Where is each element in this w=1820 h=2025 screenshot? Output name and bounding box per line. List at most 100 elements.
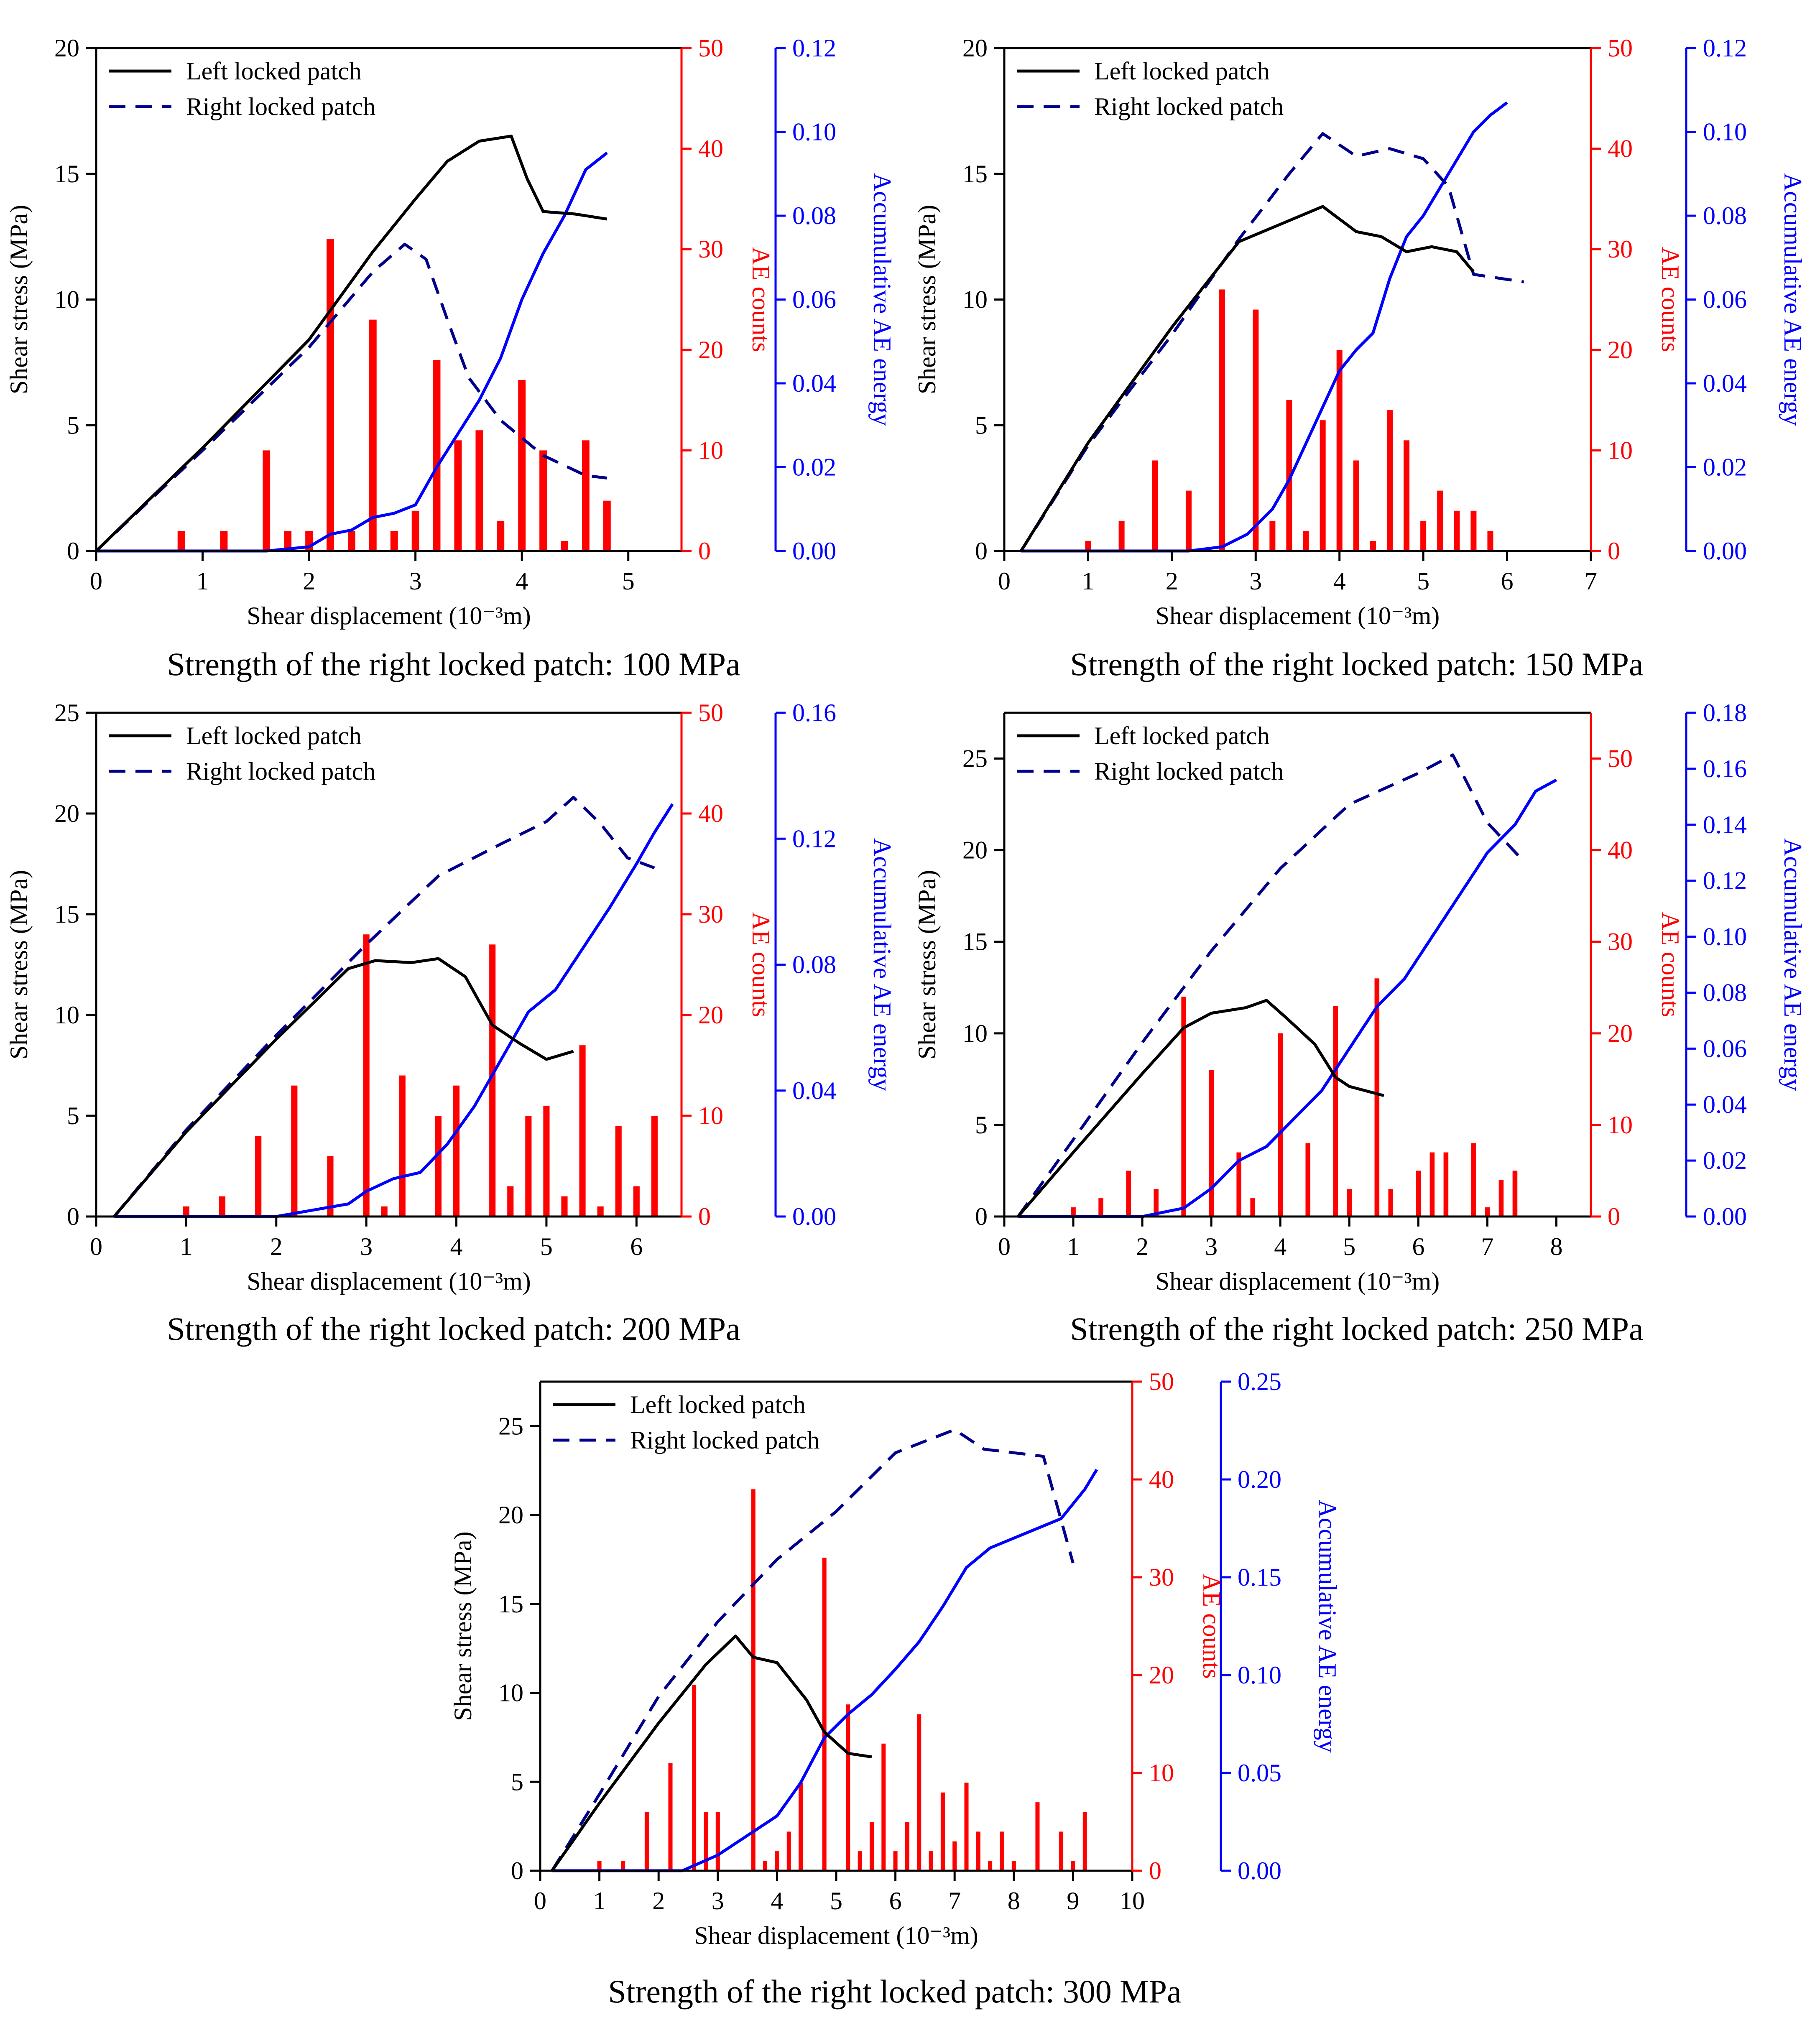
ae-count-bar: [183, 1206, 189, 1217]
right-locked-patch-line: [95, 242, 608, 552]
ae-count-bar: [1437, 490, 1443, 551]
energy-tick-label: 0.10: [1703, 923, 1747, 951]
ae-count-bar: [917, 1714, 921, 1871]
ae-energy-axis-label: Accumulative AE energy: [1779, 173, 1807, 426]
energy-tick-label: 0.10: [1238, 1661, 1281, 1689]
x-tick-label: 0: [534, 1887, 546, 1915]
x-tick-label: 5: [830, 1887, 842, 1915]
ae-count-bar: [435, 1116, 442, 1217]
ae-count-bar: [1286, 400, 1292, 551]
ae-count-bar: [952, 1841, 957, 1871]
ae-count-bar: [1388, 1189, 1394, 1217]
ae-count-bar: [454, 440, 462, 551]
ae-energy-axis-label: Accumulative AE energy: [1779, 838, 1807, 1091]
ae-count-bar: [1118, 520, 1125, 551]
ae-count-bar: [775, 1851, 779, 1871]
ae-count-bar: [893, 1851, 898, 1871]
ae-count-bar: [1512, 1171, 1518, 1217]
ae-count-bar: [1347, 1189, 1352, 1217]
ae-count-bar: [1181, 997, 1186, 1217]
ae-count-bar: [433, 360, 441, 551]
stress-axis-label: Shear stress (MPa): [913, 205, 941, 394]
ae-count-bar: [177, 530, 185, 551]
panel-caption: Strength of the right locked patch: 250 …: [1070, 1311, 1643, 1347]
energy-tick-label: 0.08: [792, 202, 836, 230]
stress-tick-label: 20: [54, 800, 79, 827]
ae-count-bar: [582, 440, 590, 551]
ae-count-bar: [988, 1861, 993, 1871]
ae-count-bar: [399, 1075, 406, 1217]
x-tick-label: 1: [180, 1233, 192, 1260]
ae-counts-axis-label: AE counts: [747, 912, 775, 1018]
energy-tick-label: 0.15: [1238, 1563, 1281, 1591]
stress-axis-label: Shear stress (MPa): [913, 870, 941, 1059]
ae-count-bar: [603, 500, 611, 551]
ae-count-bar: [1250, 1198, 1255, 1217]
stress-tick-label: 15: [962, 928, 988, 956]
ae-count-bar: [579, 1045, 586, 1217]
ae-count-bar: [940, 1792, 945, 1871]
counts-tick-label: 40: [1608, 837, 1633, 864]
energy-tick-label: 0.04: [792, 370, 836, 397]
x-tick-label: 2: [1136, 1233, 1149, 1260]
x-tick-label: 4: [516, 567, 528, 595]
ae-count-bar: [1485, 1207, 1490, 1217]
ae-count-bar: [1035, 1802, 1040, 1871]
ae-count-bar: [1498, 1180, 1504, 1217]
x-tick-label: 2: [1166, 567, 1178, 595]
x-tick-label: 7: [1585, 567, 1597, 595]
ae-count-bar: [489, 944, 496, 1217]
ae-count-bar: [507, 1186, 514, 1217]
ae-count-bar: [411, 510, 419, 551]
ae-count-bar: [1269, 520, 1276, 551]
ae-count-bar: [1470, 510, 1477, 551]
ae-count-bar: [1098, 1198, 1103, 1217]
ae-count-bar: [369, 319, 377, 551]
stress-tick-label: 20: [962, 34, 988, 62]
stress-tick-label: 0: [67, 1203, 79, 1230]
energy-tick-label: 0.06: [1703, 286, 1747, 314]
counts-tick-label: 20: [1608, 336, 1633, 364]
ae-count-bar: [1333, 1006, 1338, 1217]
x-tick-label: 1: [1082, 567, 1094, 595]
accumulative-ae-energy-line: [114, 803, 674, 1218]
left-locked-patch-line: [1017, 999, 1384, 1218]
ae-energy-axis-label: Accumulative AE energy: [868, 173, 896, 426]
legend-right-label: Right locked patch: [186, 93, 375, 120]
ae-count-bar: [1487, 530, 1493, 551]
ae-count-bar: [291, 1085, 298, 1217]
x-tick-label: 2: [652, 1887, 665, 1915]
ae-count-bar: [905, 1822, 909, 1871]
ae-counts-axis-label: AE counts: [1657, 247, 1684, 352]
energy-tick-label: 0.10: [792, 118, 836, 146]
accumulative-ae-energy-line: [552, 1469, 1098, 1872]
energy-tick-label: 0.00: [1238, 1857, 1281, 1885]
ae-count-bar: [1219, 289, 1225, 551]
ae-count-bar: [1420, 520, 1427, 551]
x-tick-label: 8: [1550, 1233, 1562, 1260]
energy-tick-label: 0.05: [1238, 1759, 1281, 1787]
ae-count-bar: [255, 1136, 262, 1217]
counts-tick-label: 10: [698, 1102, 723, 1130]
ae-count-bar: [518, 380, 526, 551]
stress-tick-label: 0: [511, 1857, 523, 1885]
chart-panel-5: 0 1 2 3 4 5 6 7 8 9 100510152025010203040500.000.0…: [449, 1368, 1341, 2010]
ae-count-bar: [363, 934, 370, 1217]
ae-count-bar: [1085, 541, 1091, 551]
counts-tick-label: 10: [1608, 436, 1633, 464]
x-tick-label: 2: [303, 567, 315, 595]
x-tick-label: 3: [1205, 1233, 1218, 1260]
stress-tick-label: 10: [498, 1679, 523, 1707]
stress-axis-label: Shear stress (MPa): [5, 870, 33, 1059]
x-tick-label: 8: [1008, 1887, 1020, 1915]
x-axis-label: Shear displacement (10⁻³m): [247, 1268, 531, 1295]
ae-count-bar: [381, 1206, 388, 1217]
ae-count-bar: [869, 1822, 874, 1871]
x-tick-label: 1: [1067, 1233, 1080, 1260]
ae-count-bar: [219, 1196, 226, 1217]
ae-count-bar: [633, 1186, 640, 1217]
x-axis-label: Shear displacement (10⁻³m): [247, 602, 531, 630]
ae-count-bar: [799, 1783, 803, 1871]
legend-left-label: Left locked patch: [186, 57, 362, 85]
stress-tick-label: 10: [962, 1020, 988, 1047]
